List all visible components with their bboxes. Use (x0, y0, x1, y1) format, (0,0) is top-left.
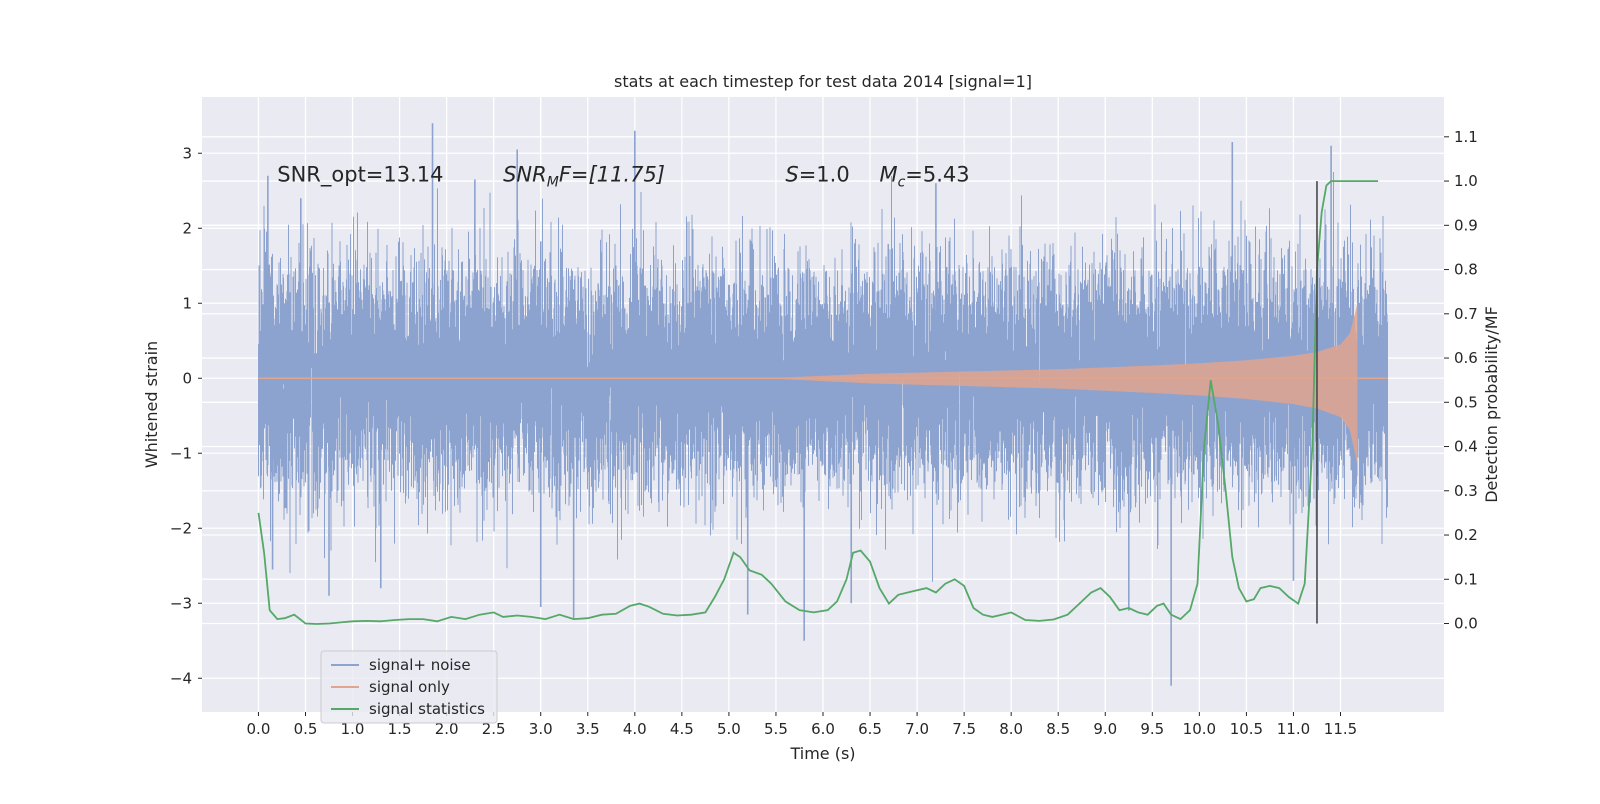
y-axis-left-label: Whitened strain (142, 341, 161, 468)
y-right-tick-label-4: 0.4 (1454, 438, 1478, 456)
x-tick-label-1: 0.5 (294, 720, 318, 738)
legend: signal+ noise signal only signal statist… (320, 650, 498, 724)
y-right-tick-label-0: 0.0 (1454, 615, 1478, 633)
annotation-s: S=1.0 (785, 162, 849, 186)
x-tick-label-2: 1.0 (341, 720, 365, 738)
x-tick-label-20: 10.0 (1183, 720, 1216, 738)
y-left-tick-label-0: −4 (170, 669, 192, 687)
annotation-snr-opt: SNR_opt=13.14 (277, 162, 443, 187)
y-right-tick-label-11: 1.1 (1454, 128, 1478, 146)
chart-title: stats at each timestep for test data 201… (614, 72, 1032, 91)
x-tick-label-15: 7.5 (952, 720, 976, 738)
y-right-tick-label-2: 0.2 (1454, 526, 1478, 544)
legend-box (320, 650, 498, 724)
y-right-tick-label-10: 1.0 (1454, 172, 1478, 190)
y-left-tick-label-5: 1 (182, 294, 192, 312)
x-tick-label-21: 10.5 (1230, 720, 1263, 738)
x-tick-label-19: 9.5 (1140, 720, 1164, 738)
y-axis-right-label: Detection probability/MF (1482, 306, 1501, 503)
x-tick-label-7: 3.5 (576, 720, 600, 738)
y-right-tick-label-1: 0.1 (1454, 570, 1478, 588)
chirp-envelope (258, 303, 1358, 465)
tick-labels: 0.0 0.5 1.0 1.5 2.0 2.5 3.0 3.5 4.0 4.5 5.0 5.5 6.0 6… (170, 128, 1478, 738)
y-left-tick-label-6: 2 (182, 219, 192, 237)
x-tick-label-4: 2.0 (435, 720, 459, 738)
legend-label-signal-only: signal only (369, 678, 450, 696)
x-tick-label-13: 6.5 (858, 720, 882, 738)
y-left-tick-label-2: −2 (170, 519, 192, 537)
y-right-tick-label-8: 0.8 (1454, 261, 1478, 279)
x-tick-label-9: 4.5 (670, 720, 694, 738)
annotation-mc: Mc=5.43 (879, 162, 969, 190)
x-tick-label-5: 2.5 (482, 720, 506, 738)
y-left-tick-label-3: −1 (170, 444, 192, 462)
y-right-tick-label-3: 0.3 (1454, 482, 1478, 500)
x-tick-label-18: 9.0 (1093, 720, 1117, 738)
series-signal-only (258, 303, 1388, 465)
y-right-tick-label-5: 0.5 (1454, 393, 1478, 411)
y-right-tick-label-7: 0.7 (1454, 305, 1478, 323)
x-axis-label: Time (s) (789, 744, 855, 763)
x-tick-label-17: 8.5 (1046, 720, 1070, 738)
x-tick-label-23: 11.5 (1324, 720, 1357, 738)
x-tick-label-6: 3.0 (529, 720, 553, 738)
x-tick-label-0: 0.0 (247, 720, 271, 738)
series-signal-statistics (257, 180, 1379, 625)
annotation-snr-mf: SNRMF=[11.75] (503, 162, 665, 190)
x-tick-label-10: 5.0 (717, 720, 741, 738)
series-signal-noise (258, 123, 1388, 686)
x-tick-label-11: 5.5 (764, 720, 788, 738)
y-left-tick-label-4: 0 (182, 369, 192, 387)
y-right-tick-label-9: 0.9 (1454, 216, 1478, 234)
signal-statistics-line (257, 180, 1379, 625)
x-tick-label-12: 6.0 (811, 720, 835, 738)
x-tick-label-8: 4.0 (623, 720, 647, 738)
legend-label-signal-statistics: signal statistics (369, 700, 485, 718)
y-left-tick-label-7: 3 (182, 144, 192, 162)
x-tick-label-22: 11.0 (1277, 720, 1310, 738)
y-left-tick-label-1: −3 (170, 594, 192, 612)
x-tick-label-3: 1.5 (388, 720, 412, 738)
x-tick-label-16: 8.0 (999, 720, 1023, 738)
x-tick-label-14: 7.0 (905, 720, 929, 738)
y-right-tick-label-6: 0.6 (1454, 349, 1478, 367)
annotations: SNR_opt=13.14 SNRMF=[11.75] S=1.0 Mc=5.4… (277, 162, 969, 190)
legend-label-signal-noise: signal+ noise (369, 656, 471, 674)
